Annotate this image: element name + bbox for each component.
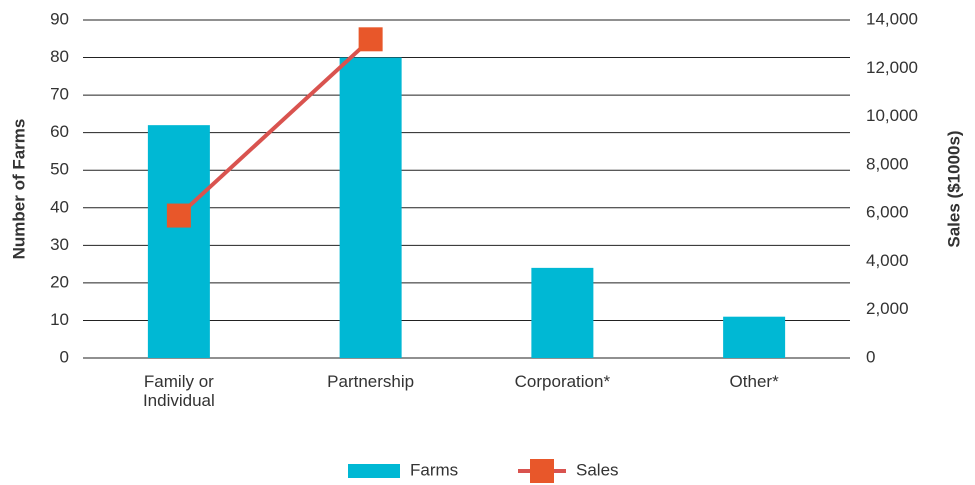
y-tick-label: 90 <box>50 9 69 28</box>
bar <box>723 316 786 358</box>
line-marker <box>166 203 191 228</box>
y2-tick-label: 2,000 <box>866 299 909 318</box>
line-marker <box>358 27 383 52</box>
x-tick-label: Other* <box>729 372 779 391</box>
y2-tick-label: 14,000 <box>866 9 918 28</box>
line <box>177 37 372 218</box>
y-tick-label: 0 <box>60 347 69 366</box>
x-tick-label: Partnership <box>327 372 415 391</box>
bar <box>531 267 594 358</box>
legend-label: Sales <box>576 460 619 479</box>
y-tick-label: 80 <box>50 47 69 66</box>
y-tick-label: 40 <box>50 197 69 216</box>
y-tick-label: 70 <box>50 85 69 104</box>
x-tick-label: Corporation* <box>514 372 611 391</box>
y2-tick-label: 8,000 <box>866 154 909 173</box>
y2-tick-label: 10,000 <box>866 106 918 125</box>
legend-swatch <box>348 464 400 478</box>
legend-label: Farms <box>410 460 458 479</box>
y-tick-label: 50 <box>50 160 69 179</box>
y-tick-label: 10 <box>50 310 69 329</box>
y2-tick-label: 12,000 <box>866 58 918 77</box>
y2-tick-label: 4,000 <box>866 251 909 270</box>
y-tick-label: 30 <box>50 235 69 254</box>
legend-marker <box>530 459 554 483</box>
y-tick-label: 60 <box>50 122 69 141</box>
y-axis-title: Number of Farms <box>9 119 28 260</box>
bar <box>147 125 210 359</box>
bar <box>339 57 402 359</box>
y-tick-label: 20 <box>50 272 69 291</box>
y2-axis-title: Sales ($1000s) <box>944 130 963 247</box>
y2-tick-label: 0 <box>866 347 875 366</box>
x-tick-label: Family or Individual <box>142 372 215 410</box>
y2-tick-label: 6,000 <box>866 203 909 222</box>
